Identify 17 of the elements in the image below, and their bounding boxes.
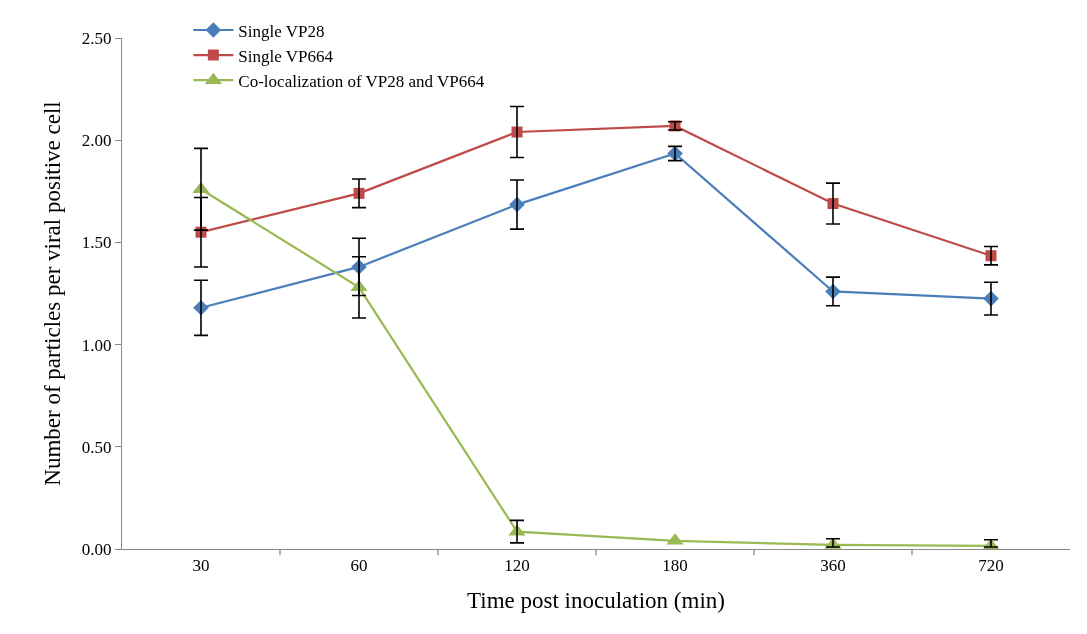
x-tick-label: 180 [662, 555, 688, 575]
x-tick-label: 360 [820, 555, 846, 575]
x-tick-label: 120 [504, 555, 530, 575]
y-tick-label: 2.50 [81, 28, 112, 48]
y-tick-label: 0.00 [81, 539, 112, 559]
legend-label: Single VP28 [238, 21, 325, 41]
y-axis-title: Number of particles per viral positive cell [40, 101, 66, 486]
y-tick-label: 1.00 [81, 335, 112, 355]
x-tick-label: 30 [192, 555, 210, 575]
x-tick-label: 60 [350, 555, 368, 575]
y-tick-label: 1.50 [81, 233, 112, 253]
x-tick-label: 720 [978, 555, 1004, 575]
y-tick-label: 0.50 [81, 437, 112, 457]
x-axis-title: Time post inoculation (min) [467, 588, 725, 614]
legend-label: Single VP664 [238, 46, 334, 66]
legend-label: Co-localization of VP28 and VP664 [238, 71, 485, 91]
y-tick-label: 2.00 [81, 131, 112, 151]
